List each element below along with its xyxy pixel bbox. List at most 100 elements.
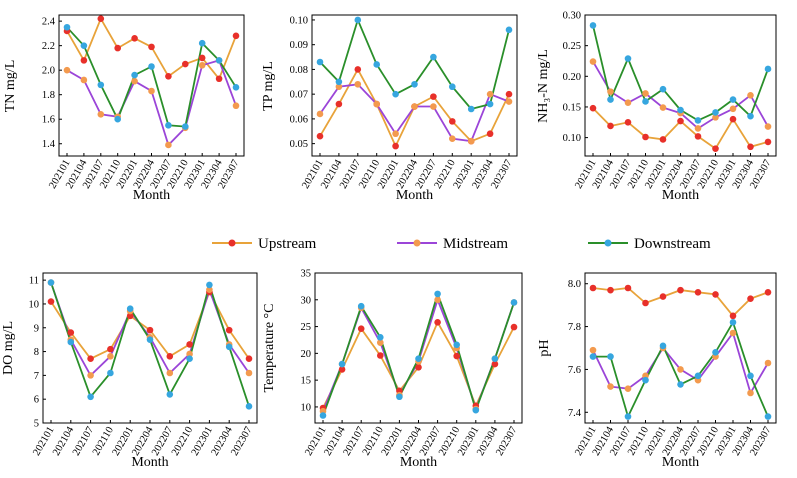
data-point-midstream [729,329,737,337]
data-point-upstream [165,73,172,80]
series-line-midstream [319,83,510,143]
y-axis-label: TN mg/L [3,60,18,113]
data-point-midstream [712,114,719,121]
data-point-downstream [712,109,719,116]
data-point-downstream [225,343,233,351]
data-point-midstream [764,359,772,367]
series-line-downstream [592,25,769,122]
data-point-downstream [510,299,518,306]
data-point-midstream [607,383,614,390]
data-point-midstream [505,98,513,105]
y-axis-label: NH₃-N mg/L [536,49,551,123]
data-point-downstream [642,98,649,105]
data-point-downstream [411,80,418,88]
x-axis-label: Month [662,455,699,470]
data-point-midstream [589,58,597,65]
chart-panel-5: 1015202530352021012021042021072021102022… [262,269,523,470]
plot-frame [314,272,523,424]
data-point-downstream [764,413,772,420]
y-tick-label: 6 [34,395,39,406]
data-point-upstream [607,286,614,294]
data-point-upstream [357,325,365,333]
data-point-upstream [148,43,155,51]
data-point-downstream [434,290,441,298]
data-point-midstream [63,66,71,74]
data-point-upstream [80,57,88,64]
data-point-downstream [659,85,667,93]
series-line-downstream [319,17,510,111]
data-point-downstream [589,22,597,29]
data-point-upstream [729,115,737,123]
data-point-upstream [232,32,240,40]
y-tick-label: 0.10 [563,133,581,144]
data-point-downstream [377,333,384,341]
y-tick-label: 7 [34,371,39,382]
data-point-upstream [642,299,649,307]
y-tick-label: 2.4 [42,17,56,28]
data-point-downstream [505,26,513,34]
data-point-downstream [747,372,754,380]
data-point-downstream [335,78,343,86]
data-point-downstream [354,16,362,24]
data-point-downstream [67,338,75,346]
data-point-upstream [107,345,114,353]
data-point-upstream [449,118,456,125]
y-tick-label: 1.8 [42,90,55,101]
data-point-midstream [642,90,649,97]
data-point-upstream [335,100,343,108]
data-point-upstream [712,291,719,298]
data-point-downstream [624,413,632,420]
data-point-upstream [747,143,754,151]
data-point-upstream [712,145,719,152]
x-axis-label: Month [396,188,433,203]
data-point-downstream [206,281,213,289]
data-point-midstream [467,137,475,145]
data-point-downstream [694,372,702,380]
y-tick-label: 0.25 [563,41,581,52]
data-point-upstream [642,133,649,141]
data-point-upstream [225,326,233,334]
y-tick-label: 2.2 [42,41,55,52]
data-point-downstream [165,122,172,129]
data-point-upstream [114,44,121,52]
y-axis-label: DO mg/L [1,321,16,375]
data-point-upstream [126,312,134,320]
data-point-upstream [87,355,94,363]
data-point-downstream [97,81,105,89]
data-point-upstream [764,288,772,296]
data-point-midstream [107,353,114,360]
data-point-upstream [131,34,138,42]
data-point-midstream [80,76,88,84]
y-tick-label: 30 [301,295,312,306]
x-axis-label: Month [133,188,170,203]
data-point-downstream [415,355,422,363]
data-point-downstream [642,376,649,384]
data-point-upstream [764,138,772,146]
data-point-upstream [659,293,667,300]
y-tick-label: 15 [301,376,312,387]
data-point-midstream [245,369,253,377]
data-point-midstream [624,99,632,106]
data-point-downstream [607,353,614,360]
y-axis-label: TP mg/L [261,61,276,111]
data-point-downstream [148,63,155,70]
y-tick-label: 0.07 [290,90,308,101]
data-point-downstream [87,393,94,401]
y-tick-label: 0.06 [290,114,308,125]
legend-marker-midstream [413,239,421,247]
y-tick-label: 2.0 [42,66,55,77]
data-point-downstream [146,336,154,343]
data-point-upstream [97,15,105,22]
data-point-upstream [589,104,597,112]
data-point-midstream [729,105,737,113]
data-point-downstream [467,105,475,113]
data-point-downstream [677,381,684,388]
y-tick-label: 25 [301,322,312,333]
y-tick-label: 5 [34,419,39,430]
data-point-upstream [146,326,154,334]
y-tick-label: 0.09 [290,40,308,51]
data-point-downstream [107,369,114,377]
data-point-midstream [316,110,324,118]
x-axis-label: Month [662,188,699,203]
